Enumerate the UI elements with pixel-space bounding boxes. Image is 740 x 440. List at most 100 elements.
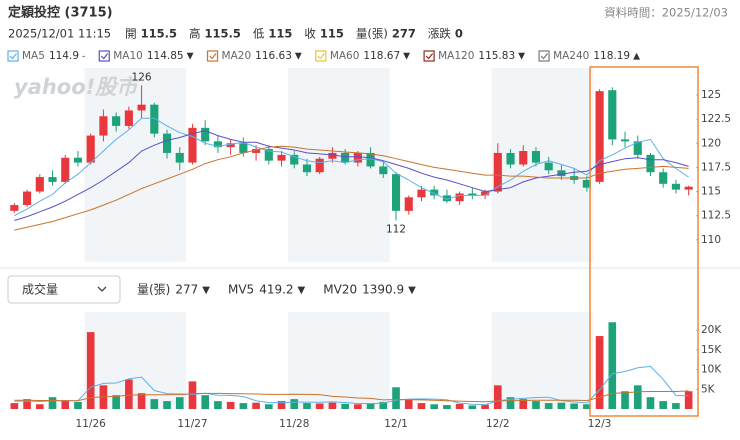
candle-body — [290, 154, 299, 165]
candle-body — [213, 141, 222, 148]
day-band — [491, 68, 594, 262]
legend-trend: ▼ — [403, 52, 410, 62]
legend-checkbox — [206, 50, 219, 62]
volume-bar — [455, 403, 464, 409]
volume-bar — [112, 395, 120, 409]
quote-label: 開 — [125, 27, 137, 41]
volume-bar — [10, 403, 19, 409]
title: 定穎投控 (3715) — [7, 5, 113, 21]
mv-line — [14, 365, 689, 406]
volume-bar — [595, 336, 604, 409]
candle-body — [353, 152, 362, 163]
quote-value: 115.5 — [204, 27, 240, 41]
candle-body — [684, 186, 693, 190]
volume-legend-value: 277 — [175, 283, 198, 297]
volume-bar — [430, 404, 439, 409]
data-time: 資料時間：2025/12/03 — [604, 6, 728, 20]
candle-body — [519, 151, 528, 165]
candle-body — [302, 164, 312, 173]
volume-bar — [608, 322, 617, 409]
candle-body — [468, 193, 477, 196]
volume-bar — [137, 393, 146, 409]
volume-bar — [468, 405, 477, 409]
volume-bar — [481, 404, 489, 409]
quote-label: 高 — [189, 27, 201, 41]
legend-trend: - — [82, 52, 85, 62]
volume-bar — [621, 391, 629, 409]
y-tick-label: 117.5 — [701, 161, 731, 173]
volume-bar — [417, 403, 426, 409]
legend-check — [425, 53, 434, 60]
volume-bar — [226, 401, 235, 409]
day-band — [491, 312, 594, 409]
quote-label: 收 — [304, 27, 316, 41]
volume-bar — [264, 404, 273, 409]
candle-body — [417, 189, 426, 198]
volume-bar — [633, 385, 642, 409]
ma-line — [14, 145, 689, 231]
quote-value: 115.5 — [141, 27, 177, 41]
candle-body — [633, 141, 642, 155]
legend-checkbox — [538, 50, 550, 62]
candle-body — [99, 116, 108, 136]
x-tick-label: 12/1 — [384, 418, 408, 430]
candle-body — [608, 90, 617, 140]
y-tick-label: 112.5 — [701, 210, 731, 222]
legend-value: 118.19 — [593, 50, 630, 62]
volume-bar — [201, 395, 210, 409]
candle-body — [188, 127, 197, 163]
quote-label: 低 — [253, 27, 265, 41]
y-tick-label: 10K — [701, 364, 722, 376]
volume-bar — [214, 401, 222, 409]
volume-bar — [175, 397, 184, 409]
candle-body — [137, 104, 146, 111]
volume-bar — [188, 381, 197, 409]
mv-line — [14, 390, 689, 403]
volume-selector-label[interactable]: 成交量 — [22, 282, 58, 297]
volume-selector[interactable] — [7, 275, 121, 304]
volume-bar — [61, 400, 70, 409]
volume-bar — [239, 403, 248, 409]
volume-bar — [519, 399, 528, 409]
volume-bar — [328, 402, 337, 409]
volume-bar — [277, 401, 286, 409]
candle-body — [671, 183, 680, 190]
legend-name: MA60 — [330, 50, 360, 62]
legend-name: MA240 — [553, 50, 589, 62]
quote-label: 漲跌 — [428, 27, 451, 41]
volume-legend-name: MV20 — [323, 283, 357, 297]
candle-body — [659, 172, 668, 184]
candle-body — [175, 152, 184, 163]
candle-body — [239, 143, 248, 153]
candle-body — [315, 158, 324, 173]
y-tick-label: 122.5 — [701, 113, 731, 125]
volume-bar — [366, 403, 375, 409]
legend-checkbox — [98, 50, 110, 62]
volume-legend-trend: ▼ — [298, 285, 306, 296]
annotation: 126 — [132, 71, 152, 83]
candle-body — [620, 139, 630, 142]
candle-body — [277, 154, 286, 161]
volume-bar — [493, 385, 502, 409]
volume-bar — [379, 401, 388, 409]
quote-value: 277 — [392, 27, 416, 41]
legend-value: 115.83 — [478, 50, 515, 62]
quote-value: 115 — [268, 27, 292, 41]
candle-body — [48, 177, 57, 182]
volume-legend-value: 419.2 — [259, 283, 293, 297]
legend-value: 118.67 — [363, 50, 400, 62]
candle-body — [341, 152, 350, 163]
chevron[interactable] — [97, 286, 107, 292]
candle-body — [595, 91, 604, 182]
candle-body — [150, 104, 159, 134]
legend-check — [9, 53, 17, 60]
price-panel: yahoo!股市 — [14, 68, 594, 409]
volume-bar — [557, 402, 566, 409]
volume-bar — [315, 403, 324, 409]
watermark: yahoo!股市 — [14, 75, 141, 99]
candle-body — [646, 154, 655, 173]
y-tick-label: 120 — [701, 137, 721, 149]
candle-body — [35, 177, 44, 192]
ma-line — [14, 130, 689, 221]
